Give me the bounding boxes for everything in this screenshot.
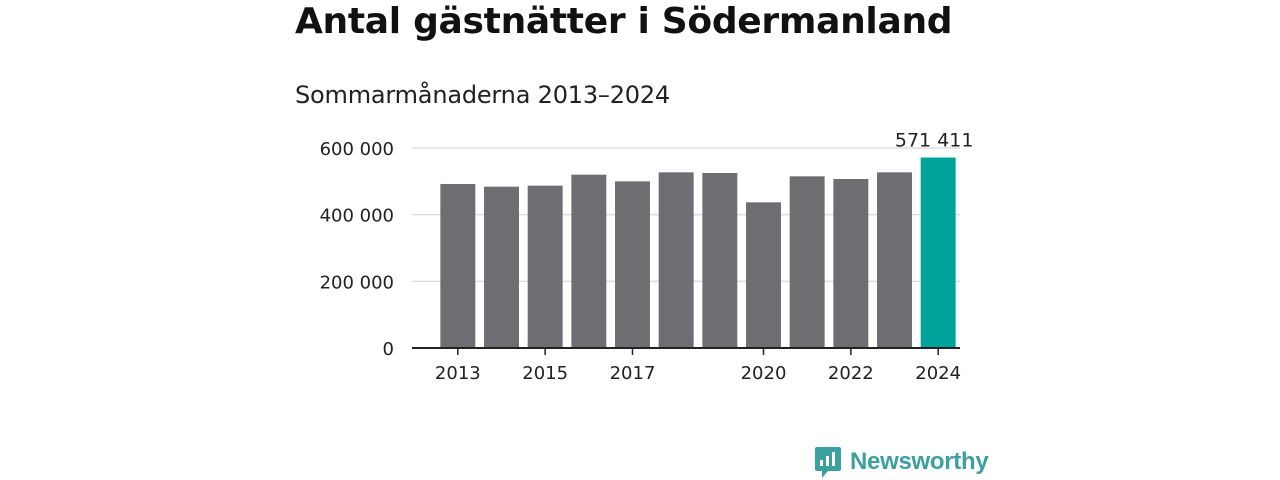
x-tick-label: 2024 — [915, 363, 961, 384]
bar-2024 — [920, 157, 956, 348]
x-tick-label: 2017 — [610, 363, 656, 384]
bar-2018 — [658, 172, 694, 348]
x-tick-label: 2015 — [522, 363, 568, 384]
bar-2020 — [746, 202, 781, 348]
y-tick-label: 0 — [383, 339, 394, 360]
bar-2021 — [789, 176, 825, 348]
bars — [440, 157, 956, 348]
bar-2015 — [527, 185, 563, 348]
data-label-highlight: 571 411 — [895, 130, 974, 152]
bar-2016 — [571, 174, 607, 348]
newsworthy-logo: Newsworthy — [814, 445, 989, 479]
bar-2023 — [877, 172, 912, 348]
page-title: Antal gästnätter i Södermanland — [295, 1, 953, 42]
bar-2022 — [833, 179, 869, 348]
bar-2019 — [702, 173, 738, 348]
x-tick-label: 2013 — [435, 363, 481, 384]
page-subtitle: Sommarmånaderna 2013–2024 — [295, 81, 670, 109]
labels: 0 200 000 400 000 600 000 2013 2015 2017 2020 20… — [320, 130, 974, 384]
newsworthy-logo-icon — [815, 447, 841, 478]
x-tick-label: 2022 — [828, 363, 874, 384]
newsworthy-logo-text: Newsworthy — [850, 448, 989, 475]
y-tick-label: 600 000 — [320, 139, 394, 160]
bar-2017 — [615, 181, 650, 348]
y-tick-label: 400 000 — [320, 206, 394, 227]
bar-2013 — [440, 184, 476, 348]
y-tick-label: 200 000 — [320, 272, 394, 293]
x-tick-label: 2020 — [741, 363, 787, 384]
bar-2014 — [484, 186, 519, 348]
axes — [412, 347, 960, 355]
